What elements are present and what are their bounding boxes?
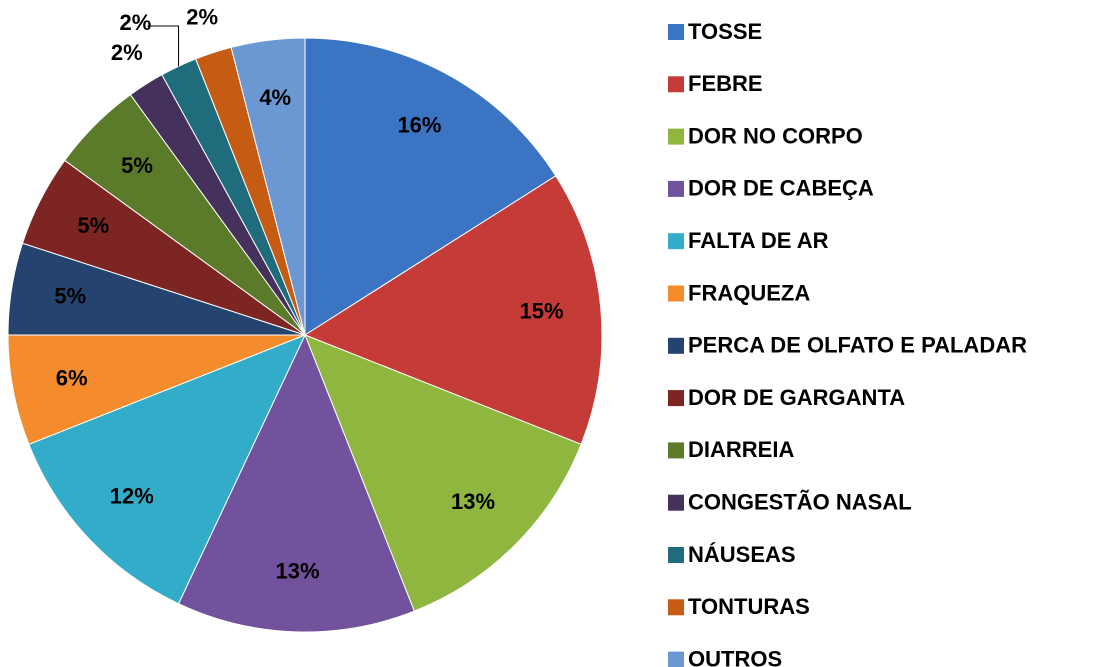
legend-label: CONGESTÃO NASAL — [688, 490, 912, 515]
legend-label: TONTURAS — [688, 594, 810, 619]
legend-swatch — [668, 547, 684, 563]
pie-slice — [304, 334, 582, 612]
legend-label: DOR NO CORPO — [688, 123, 863, 148]
legend-label: FEBRE — [688, 71, 763, 96]
legend-swatch — [668, 390, 684, 407]
legend-label: FALTA DE AR — [688, 228, 829, 253]
legend-swatch — [668, 285, 684, 302]
legend-label: PERCA DE OLFATO E PALADAR — [688, 333, 1027, 358]
legend-label: FRAQUEZA — [688, 280, 810, 305]
legend-swatch — [668, 233, 684, 250]
legend-label: DOR DE GARGANTA — [688, 385, 905, 410]
data-label: 6% — [56, 365, 88, 390]
legend-label: OUTROS — [688, 646, 782, 667]
legend-swatch — [668, 128, 684, 145]
data-label: 15% — [520, 298, 564, 323]
data-label: 12% — [110, 483, 154, 508]
data-label: 4% — [259, 85, 291, 110]
legend-label: DIARREIA — [688, 437, 794, 462]
data-label: 16% — [397, 113, 441, 138]
data-label: 2% — [119, 10, 151, 35]
pie-slice — [28, 334, 306, 605]
legend-swatch — [668, 337, 684, 354]
data-label: 2% — [111, 40, 143, 65]
data-label: 5% — [77, 213, 109, 238]
leader-line — [147, 25, 180, 67]
legend-swatch — [668, 599, 684, 616]
data-label: 5% — [54, 284, 86, 309]
pie-slice — [230, 37, 306, 336]
legend-swatch — [668, 494, 684, 511]
data-label: 13% — [276, 558, 320, 583]
legend-swatch — [668, 24, 684, 40]
pie-slice — [177, 333, 415, 633]
legend-swatch — [668, 180, 684, 197]
pie-slice — [303, 175, 603, 445]
legend-label: NÁUSEAS — [688, 542, 796, 567]
pie-slice — [304, 37, 557, 336]
data-label: 2% — [186, 4, 218, 29]
legend-swatch — [668, 651, 684, 667]
data-label: 13% — [451, 489, 495, 514]
legend-swatch — [668, 76, 684, 93]
legend-label: DOR DE CABEÇA — [688, 176, 874, 201]
legend-label: TOSSE — [688, 19, 762, 44]
data-label: 5% — [121, 153, 153, 178]
legend-swatch — [668, 442, 684, 459]
